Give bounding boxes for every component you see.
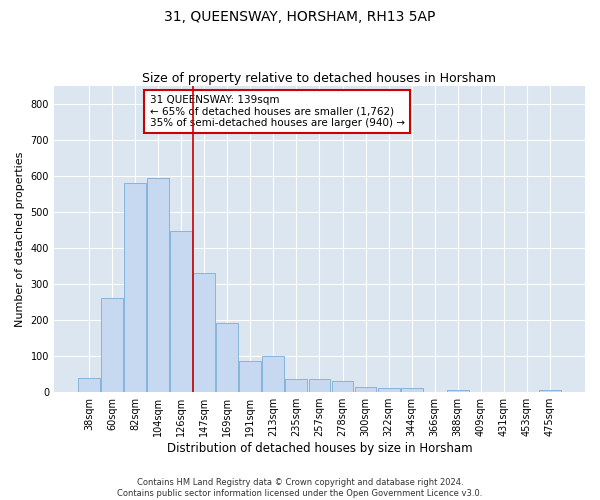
Bar	[539, 390, 561, 392]
Bar	[101, 298, 123, 392]
Bar	[147, 178, 169, 392]
Bar	[355, 388, 376, 392]
Bar	[262, 356, 284, 392]
Text: Contains HM Land Registry data © Crown copyright and database right 2024.
Contai: Contains HM Land Registry data © Crown c…	[118, 478, 482, 498]
Bar	[193, 273, 215, 392]
Text: 31 QUEENSWAY: 139sqm
← 65% of detached houses are smaller (1,762)
35% of semi-de: 31 QUEENSWAY: 139sqm ← 65% of detached h…	[149, 95, 404, 128]
Bar	[239, 362, 261, 392]
Bar	[377, 388, 400, 392]
Bar	[286, 378, 307, 392]
X-axis label: Distribution of detached houses by size in Horsham: Distribution of detached houses by size …	[167, 442, 472, 455]
Bar	[170, 231, 192, 392]
Bar	[217, 322, 238, 392]
Bar	[124, 183, 146, 392]
Title: Size of property relative to detached houses in Horsham: Size of property relative to detached ho…	[142, 72, 496, 85]
Bar	[332, 382, 353, 392]
Bar	[308, 379, 331, 392]
Bar	[401, 388, 422, 392]
Y-axis label: Number of detached properties: Number of detached properties	[15, 151, 25, 326]
Text: 31, QUEENSWAY, HORSHAM, RH13 5AP: 31, QUEENSWAY, HORSHAM, RH13 5AP	[164, 10, 436, 24]
Bar	[78, 378, 100, 392]
Bar	[447, 390, 469, 392]
